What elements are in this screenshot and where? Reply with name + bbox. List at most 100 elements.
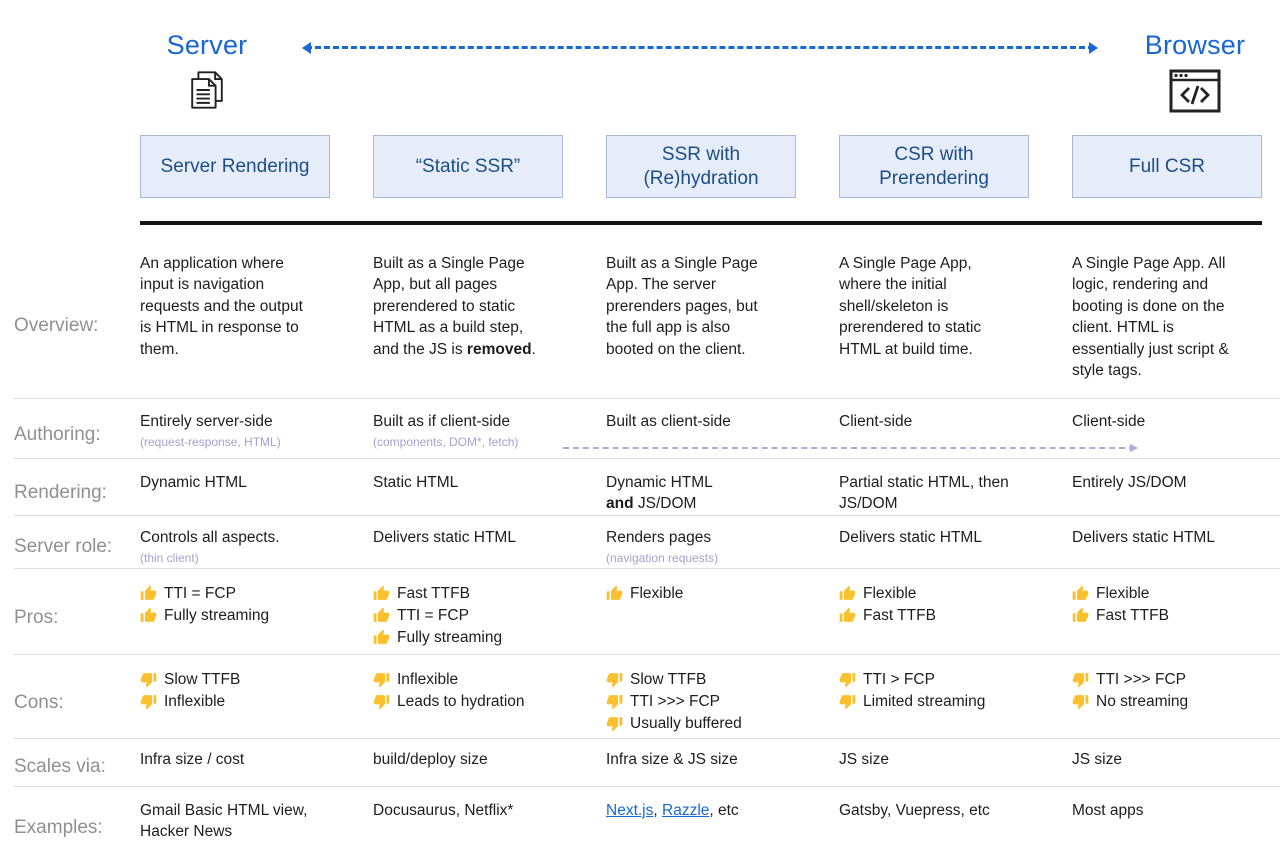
thumbs-up-icon bbox=[140, 585, 157, 602]
column-title: CSR with Prerendering bbox=[879, 143, 989, 189]
table-cell: Next.js, Razzle, etc bbox=[606, 800, 839, 821]
table-cell: Entirely server-side (request-response, … bbox=[140, 411, 373, 449]
thumbs-up-icon bbox=[839, 585, 856, 602]
column-title: SSR with (Re)hydration bbox=[643, 143, 759, 189]
con-text: TTI > FCP bbox=[863, 670, 935, 688]
example-link[interactable]: Razzle bbox=[662, 801, 710, 819]
thumbs-down-icon bbox=[140, 693, 157, 710]
thumbs-up-icon bbox=[373, 585, 390, 602]
thumbs-up-icon bbox=[1072, 607, 1089, 624]
con-item: TTI >>> FCP bbox=[606, 691, 796, 713]
browser-code-icon bbox=[1169, 69, 1221, 113]
table-cell: Fast TTFB TTI = FCP Fully streaming bbox=[373, 583, 606, 649]
pro-item: Flexible bbox=[1072, 583, 1262, 605]
thumbs-down-icon bbox=[140, 671, 157, 688]
con-text: Slow TTFB bbox=[630, 670, 707, 688]
thumbs-down-icon bbox=[606, 715, 623, 732]
table-cell: Delivers static HTML bbox=[373, 527, 606, 548]
row-label: Cons: bbox=[14, 692, 64, 714]
con-text: Leads to hydration bbox=[397, 692, 525, 710]
examples-text: Next.js, Razzle, etc bbox=[606, 801, 739, 819]
column-headers: Server Rendering “Static SSR” SSR with (… bbox=[140, 135, 1280, 198]
table-cell: A Single Page App. All logic, rendering … bbox=[1072, 253, 1262, 381]
row-label: Authoring: bbox=[14, 423, 101, 445]
con-text: TTI >>> FCP bbox=[1096, 670, 1187, 688]
rendering-text: Partial static HTML, then JS/DOM bbox=[839, 474, 1009, 513]
con-text: TTI >>> FCP bbox=[630, 692, 721, 710]
column-header-ssr-rehydration: SSR with (Re)hydration bbox=[606, 135, 796, 198]
authoring-text: Built as client-side bbox=[606, 413, 731, 430]
thumbs-up-icon bbox=[1072, 585, 1089, 602]
examples-text: Most apps bbox=[1072, 801, 1144, 819]
table-row-overview: Overview: An application where input is … bbox=[14, 241, 1280, 399]
pro-item: Flexible bbox=[606, 583, 796, 605]
table-row-rendering: Rendering: Dynamic HTML Static HTML Dyna… bbox=[14, 459, 1280, 516]
con-text: Usually buffered bbox=[630, 714, 742, 732]
example-link[interactable]: Next.js bbox=[606, 801, 654, 819]
table-cell: Partial static HTML, then JS/DOM bbox=[839, 472, 1072, 515]
pro-text: Fast TTFB bbox=[863, 606, 936, 624]
column-title: Full CSR bbox=[1128, 155, 1205, 177]
thumbs-up-icon bbox=[606, 585, 623, 602]
server-role-text: Renders pages bbox=[606, 528, 712, 546]
overview-text: A Single Page App. All logic, rendering … bbox=[1072, 255, 1229, 379]
row-label: Server role: bbox=[14, 536, 113, 558]
con-item: Slow TTFB bbox=[606, 669, 796, 691]
rendering-text: Static HTML bbox=[373, 474, 459, 491]
table-cell: TTI > FCP Limited streaming bbox=[839, 669, 1072, 713]
server-browser-spectrum-arrow bbox=[302, 41, 1098, 54]
pro-item: TTI = FCP bbox=[373, 605, 563, 627]
table-cell: build/deploy size bbox=[373, 749, 606, 770]
table-cell: Flexible bbox=[606, 583, 839, 605]
column-header-static-ssr: “Static SSR” bbox=[373, 135, 563, 198]
con-item: TTI >>> FCP bbox=[1072, 669, 1262, 691]
overview-text: An application where input is navigation… bbox=[140, 255, 303, 358]
table-cell: Built as a Single Page App, but all page… bbox=[373, 253, 606, 360]
con-text: Inflexible bbox=[397, 670, 459, 688]
row-label: Examples: bbox=[14, 817, 103, 839]
row-label: Overview: bbox=[14, 314, 99, 336]
con-item: TTI > FCP bbox=[839, 669, 1029, 691]
table-cell: JS size bbox=[1072, 749, 1262, 770]
con-item: No streaming bbox=[1072, 691, 1262, 713]
pro-item: Fast TTFB bbox=[373, 583, 563, 605]
pro-text: Fully streaming bbox=[164, 606, 270, 624]
table-cell: Built as if client-side (components, DOM… bbox=[373, 411, 606, 449]
table-cell: An application where input is navigation… bbox=[140, 253, 373, 360]
pro-text: Flexible bbox=[1096, 584, 1150, 602]
table-cell: Infra size & JS size bbox=[606, 749, 839, 770]
browser-endpoint: Browser bbox=[1133, 30, 1257, 118]
pro-text: Fast TTFB bbox=[1096, 606, 1169, 624]
server-role-text: Delivers static HTML bbox=[1072, 528, 1215, 546]
table-cell: Client-side bbox=[1072, 411, 1262, 432]
thumbs-down-icon bbox=[373, 693, 390, 710]
table-cell: Inflexible Leads to hydration bbox=[373, 669, 606, 713]
pro-item: Flexible bbox=[839, 583, 1029, 605]
con-item: Inflexible bbox=[373, 669, 563, 691]
scales-text: Infra size & JS size bbox=[606, 750, 738, 768]
thumbs-down-icon bbox=[839, 671, 856, 688]
table-row-examples: Examples: Gmail Basic HTML view, Hacker … bbox=[14, 787, 1280, 857]
table-cell: Client-side bbox=[839, 411, 1072, 432]
table-cell: Renders pages (navigation requests) bbox=[606, 527, 839, 565]
row-label: Scales via: bbox=[14, 756, 106, 778]
thumbs-down-icon bbox=[606, 693, 623, 710]
scales-text: JS size bbox=[1072, 750, 1122, 768]
con-item: Leads to hydration bbox=[373, 691, 563, 713]
table-cell: A Single Page App, where the initial she… bbox=[839, 253, 1072, 360]
table-cell: Slow TTFB TTI >>> FCP Usually buffered bbox=[606, 669, 839, 735]
thumbs-down-icon bbox=[1072, 671, 1089, 688]
documents-icon bbox=[191, 71, 223, 109]
thumbs-up-icon bbox=[373, 629, 390, 646]
arrowhead-left-icon bbox=[302, 41, 311, 54]
examples-text: Docusaurus, Netflix* bbox=[373, 801, 514, 819]
pro-item: TTI = FCP bbox=[140, 583, 330, 605]
pro-text: Flexible bbox=[630, 584, 684, 602]
browser-label: Browser bbox=[1144, 30, 1246, 60]
column-header-full-csr: Full CSR bbox=[1072, 135, 1262, 198]
thumbs-down-icon bbox=[606, 671, 623, 688]
scales-text: JS size bbox=[839, 750, 889, 768]
con-item: Inflexible bbox=[140, 691, 330, 713]
row-label: Rendering: bbox=[14, 482, 107, 504]
con-item: Slow TTFB bbox=[140, 669, 330, 691]
